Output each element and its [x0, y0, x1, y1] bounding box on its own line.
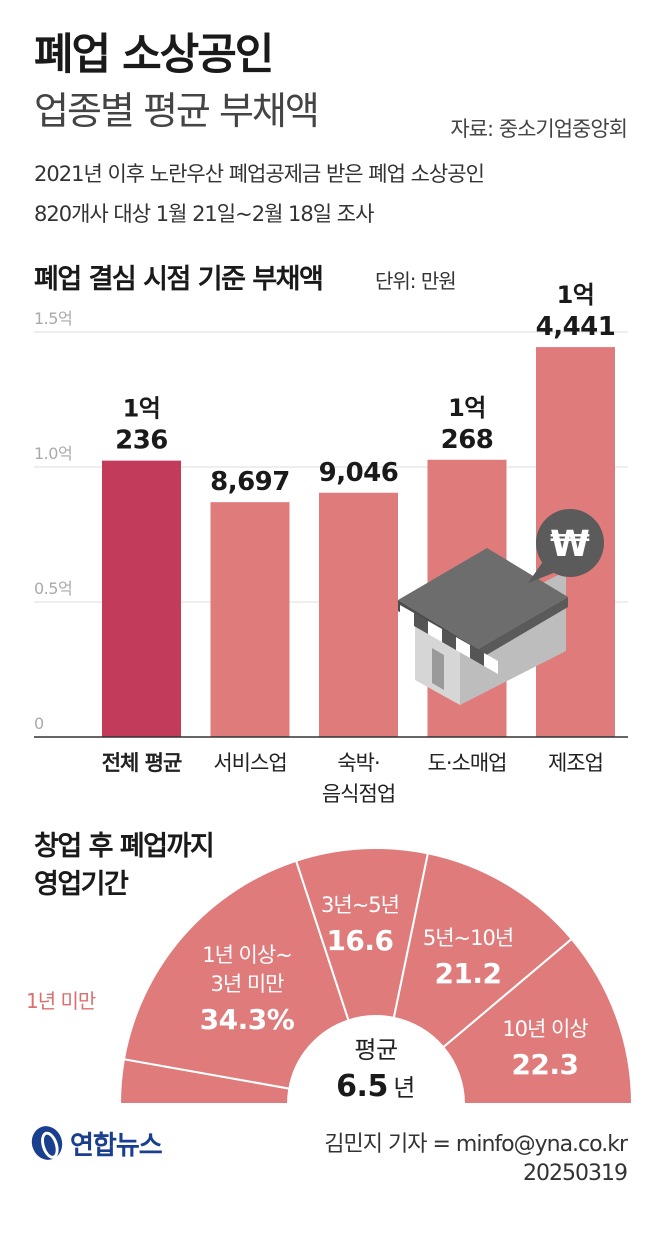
donut-center-unit: 년: [393, 1074, 415, 1102]
publish-date: 20250319: [523, 1161, 628, 1186]
source-note: 자료: 중소기업중앙회: [450, 117, 628, 141]
svg-text:₩: ₩: [550, 524, 590, 565]
y-tick-label: 1.0억: [34, 444, 72, 463]
reporter-credit: 김민지 기자 = minfo@yna.co.kr: [324, 1132, 628, 1157]
slice-label: 5년~10년: [423, 926, 513, 950]
bar: [319, 492, 398, 737]
donut-center-value: 6.5: [336, 1069, 388, 1104]
semi-donut-chart: 5.6%1년 이상~3년 미만34.3%3년~5년16.65년~10년21.21…: [26, 847, 634, 1105]
y-tick-label: 0.5억: [34, 579, 72, 598]
bar-value-prefix: 1억: [448, 394, 486, 422]
slice-label: 10년 이상: [502, 1017, 588, 1041]
y-tick-label: 0: [34, 714, 44, 733]
donut-slice: [294, 847, 430, 1022]
category-label: 제조업: [548, 751, 603, 775]
page-subtitle: 업종별 평균 부채액: [34, 89, 320, 133]
description-line-2: 820개사 대상 1월 21일~2월 18일 조사: [34, 202, 374, 226]
bar: [210, 502, 290, 737]
slice-label: 3년~5년: [321, 893, 399, 917]
donut-slice: [441, 937, 634, 1105]
bar-value-label: 236: [115, 426, 168, 456]
bar-value-label: 268: [441, 425, 494, 455]
bar-value-prefix: 1억: [557, 281, 595, 309]
slice-label: 1년 이상~: [202, 943, 292, 967]
slice-value-label: 22.3: [511, 1048, 578, 1081]
bar-value-label: 9,046: [319, 458, 399, 488]
donut-slice: [122, 859, 350, 1090]
yonhap-logo: 연합뉴스: [27, 1122, 163, 1164]
yonhap-logo-icon: [27, 1122, 67, 1164]
won-bubble-icon: ₩: [528, 509, 604, 583]
page-title: 폐업 소상공인: [34, 30, 274, 80]
donut-title-line-2: 영업기간: [34, 869, 129, 900]
donut-center-label: 평균: [354, 1036, 397, 1064]
description-line-1: 2021년 이후 노란우산 폐업공제금 받은 폐업 소상공인: [34, 162, 485, 186]
category-label: 도·소매업: [428, 751, 507, 775]
bar-value-prefix: 1억: [123, 395, 161, 423]
bar-value-label: 4,441: [536, 312, 616, 342]
category-label-line2: 음식점업: [322, 782, 395, 806]
bar-chart-title: 폐업 결심 시점 기준 부채액: [34, 264, 324, 295]
slice-value-label: 21.2: [434, 957, 501, 990]
donut-slice: [392, 852, 574, 1049]
slice-label-line2: 3년 미만: [211, 972, 285, 996]
bar: [102, 460, 181, 737]
category-label: 서비스업: [213, 751, 286, 775]
category-label: 전체 평균: [102, 751, 182, 775]
slice-value-label: 34.3%: [200, 1003, 295, 1036]
unit-label: 단위: 만원: [375, 269, 457, 293]
logo-text: 연합뉴스: [70, 1130, 163, 1161]
y-tick-label: 1.5억: [34, 309, 72, 328]
bar-value-label: 8,697: [210, 467, 290, 497]
store-icon: [398, 548, 568, 705]
donut-title-line-1: 창업 후 폐업까지: [34, 831, 215, 862]
credit-block: 김민지 기자 = minfo@yna.co.kr 20250319: [324, 1130, 628, 1188]
slice-label-outside: 1년 미만: [26, 989, 96, 1013]
category-label: 숙박·: [337, 751, 379, 775]
slice-value-label: 16.6: [326, 924, 393, 957]
